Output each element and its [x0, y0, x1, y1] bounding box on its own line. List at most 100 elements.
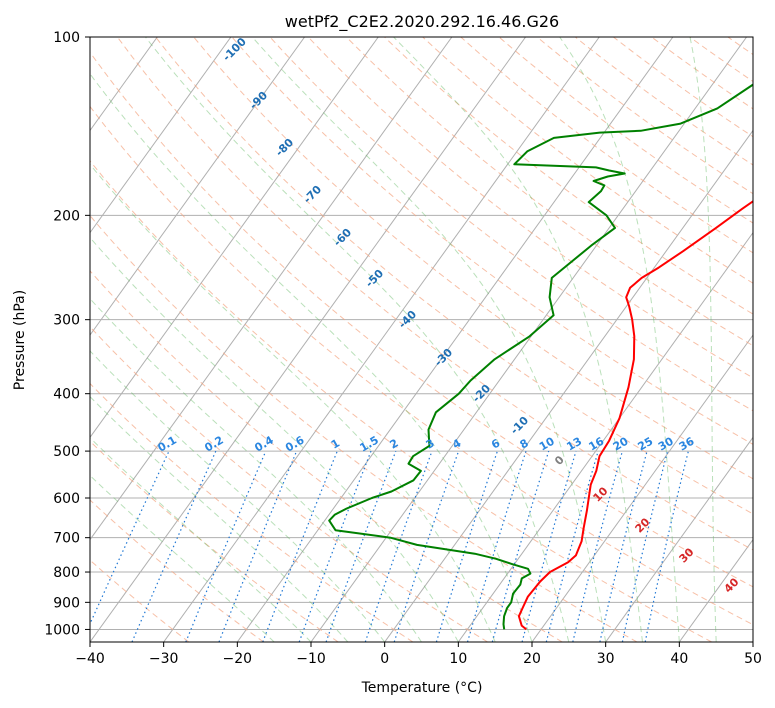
dry-adiabat — [90, 382, 414, 642]
isotherm-label: -20 — [470, 382, 493, 405]
isotherm-line — [163, 37, 600, 642]
moist-adiabat — [90, 236, 459, 642]
mixing-ratio-line — [131, 450, 217, 642]
y-tick-label: 500 — [53, 444, 80, 460]
temperature-profile-line — [517, 200, 753, 631]
isotherm-label: -10 — [508, 414, 531, 437]
dry-adiabat — [231, 37, 753, 445]
mixing-ratio-line — [521, 450, 577, 642]
isotherm-line — [90, 37, 306, 336]
mixing-ratio-label: 2 — [387, 437, 400, 452]
dry-adiabat — [90, 214, 638, 642]
dry-adiabat — [90, 270, 563, 642]
dry-adiabat — [574, 37, 753, 166]
dry-adiabat — [727, 37, 753, 56]
moist-adiabat — [90, 73, 533, 642]
isotherm-label: 20 — [633, 515, 653, 535]
y-tick-label: 800 — [53, 565, 80, 581]
series-layer — [328, 83, 753, 631]
moist-adiabat — [393, 37, 643, 642]
dry-adiabat — [90, 51, 753, 588]
x-tick-label: −40 — [75, 651, 105, 667]
mixing-ratio-label: 6 — [489, 436, 502, 451]
mixing-ratio-line — [466, 450, 527, 642]
mixing-ratio-label: 4 — [450, 436, 463, 451]
isotherm-line — [0, 37, 10, 642]
isotherm-label: 0 — [552, 453, 567, 468]
dry-adiabat — [90, 326, 488, 642]
mixing-ratio-line — [644, 450, 689, 642]
moist-adiabat — [689, 37, 717, 642]
dry-adiabat — [193, 37, 753, 480]
dry-adiabat — [460, 37, 753, 254]
x-tick-label: 20 — [523, 651, 541, 667]
mixing-ratio-line — [435, 450, 498, 642]
isotherm-line — [90, 37, 379, 439]
moist-adiabat — [90, 163, 496, 642]
y-axis-label: Pressure (hPa) — [12, 290, 28, 390]
mixing-ratio-line — [545, 450, 599, 642]
y-tick-label: 600 — [53, 491, 80, 507]
y-tick-label: 300 — [53, 313, 80, 329]
isotherm-label: -100 — [220, 35, 249, 64]
plot-frame — [89, 36, 754, 643]
isotherm-label: -90 — [247, 89, 270, 112]
dry-adiabat — [90, 499, 264, 642]
isotherm-line — [384, 129, 753, 642]
dry-adiabat — [613, 37, 753, 138]
dry-adiabat — [345, 37, 753, 347]
moist-adiabat — [90, 437, 312, 642]
moist-adiabat — [90, 395, 349, 642]
tick-layer: −40 −30 −20 −10 0 10 20 30 40 5010020030040050060… — [44, 30, 762, 667]
isotherm-line — [752, 641, 753, 642]
isotherm-line — [90, 37, 527, 642]
dry-adiabat — [155, 37, 753, 515]
isotherm-label: 10 — [591, 484, 611, 504]
mixing-ratio-line — [90, 450, 170, 626]
isopleth-label-layer: 0.1 0.2 0.4 0.6 1 1.5 2 3 4 6 8 10 13 16 20 25 30 36-100-… — [156, 35, 742, 596]
mixing-ratio-label: 8 — [518, 437, 531, 452]
mixing-ratio-line — [621, 450, 669, 642]
moist-adiabat — [145, 37, 570, 642]
mixing-ratio-line — [325, 450, 397, 642]
mixing-ratio-line — [185, 450, 267, 642]
isotherm-line — [605, 436, 753, 642]
x-tick-label: 50 — [744, 651, 762, 667]
x-tick-label: 30 — [597, 651, 615, 667]
y-tick-label: 400 — [53, 387, 80, 403]
mixing-ratio-line — [572, 450, 623, 642]
isotherm-line — [531, 334, 753, 642]
isotherm-line — [457, 231, 753, 642]
dewpoint-profile-line — [328, 83, 753, 630]
moist-adiabat — [251, 37, 607, 642]
chart-title: wetPf2_C2E2.2020.292.16.46.G26 — [285, 12, 559, 32]
y-tick-label: 900 — [53, 595, 80, 611]
dry-adiabat — [536, 37, 753, 195]
x-axis-label: Temperature (°C) — [361, 680, 483, 696]
isotherm-line — [236, 37, 674, 642]
dry-adiabat — [90, 440, 339, 642]
mixing-ratio-line — [491, 450, 550, 642]
mixing-ratio-line — [262, 450, 338, 642]
dry-adiabat — [269, 37, 753, 412]
y-tick-label: 1000 — [44, 622, 80, 638]
isotherm-line — [678, 538, 753, 642]
dry-adiabat — [498, 37, 753, 224]
x-tick-label: −30 — [149, 651, 179, 667]
dry-adiabat — [90, 105, 753, 626]
dry-adiabat — [116, 37, 753, 551]
isotherm-label: -50 — [363, 267, 386, 290]
isotherm-line — [90, 37, 232, 234]
grid-layer — [0, 37, 753, 642]
x-tick-label: 40 — [670, 651, 688, 667]
moist-adiabat — [90, 350, 386, 642]
x-tick-label: −20 — [223, 651, 253, 667]
y-tick-label: 100 — [53, 30, 80, 46]
x-tick-label: 10 — [449, 651, 467, 667]
isotherm-label: -70 — [301, 183, 324, 206]
moist-adiabat — [90, 297, 422, 642]
isotherm-line — [90, 37, 453, 541]
dry-adiabat — [90, 160, 712, 642]
moist-adiabat — [559, 37, 680, 642]
